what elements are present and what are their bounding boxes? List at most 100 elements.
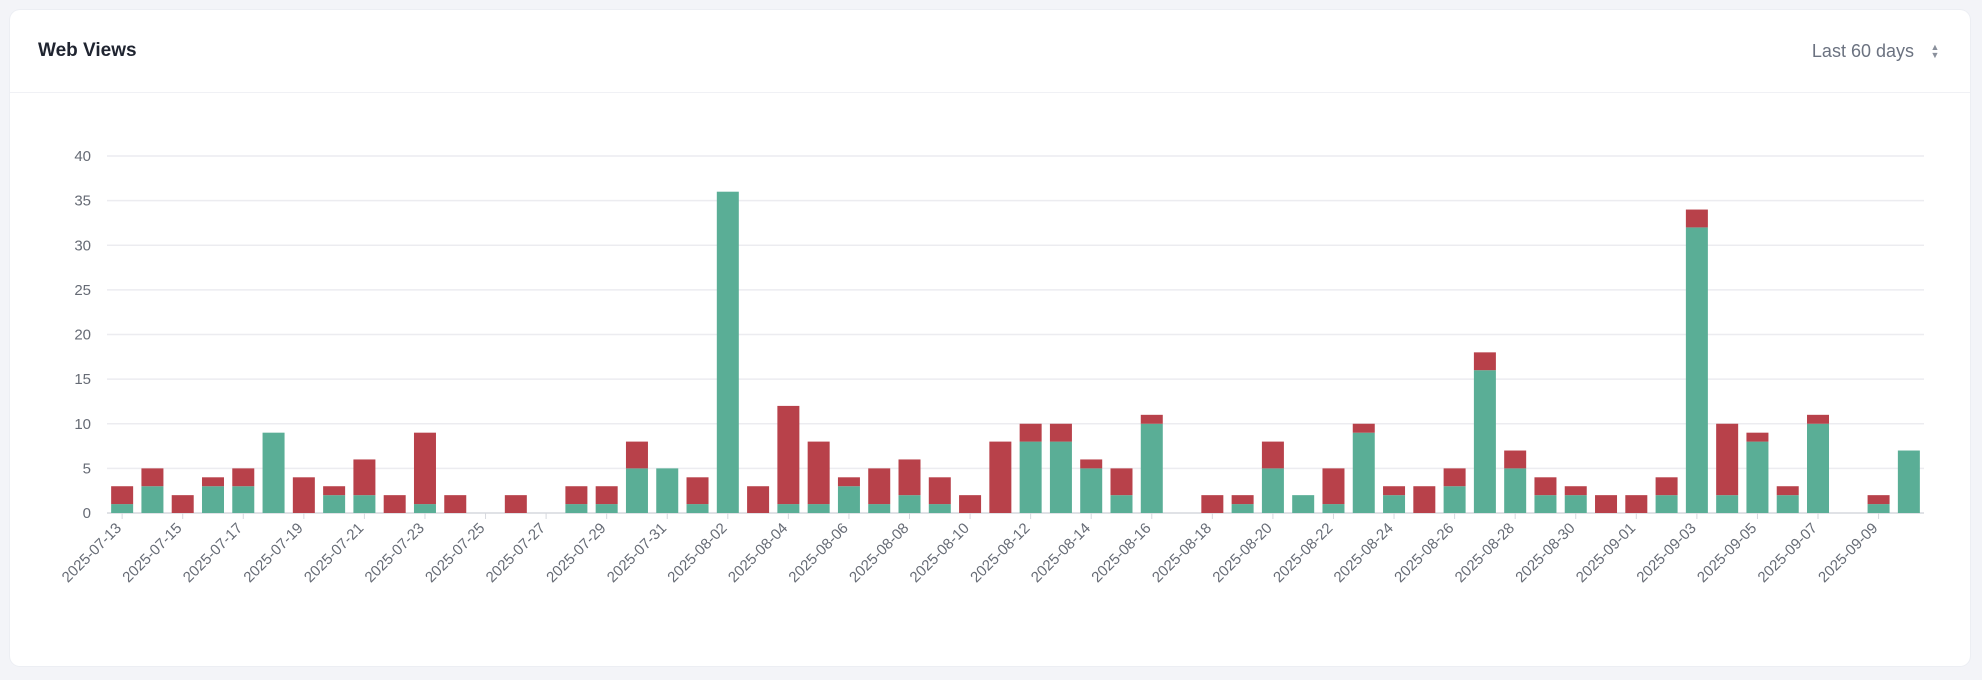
bar-green [1473, 370, 1496, 513]
y-tick-label: 15 [74, 371, 91, 388]
bar-red [565, 486, 588, 505]
bar-green [1564, 495, 1587, 513]
bar-red [1261, 441, 1284, 469]
bar-green [1140, 423, 1163, 513]
bar-red [595, 486, 618, 505]
x-tick-label: 2025-08-28 [1452, 520, 1518, 586]
bar-green [1261, 468, 1284, 513]
bar-green [807, 504, 830, 513]
bar-red [1080, 459, 1103, 469]
x-tick-label: 2025-08-08 [846, 520, 912, 586]
y-tick-label: 25 [74, 282, 91, 299]
bar-green [262, 432, 285, 513]
x-tick-label: 2025-07-15 [119, 520, 185, 586]
bar-green [868, 504, 891, 513]
bar-green [716, 191, 739, 513]
bar-red [323, 486, 346, 496]
bar-red [1110, 468, 1133, 496]
x-tick-label: 2025-08-14 [1028, 520, 1094, 586]
x-tick-label: 2025-07-27 [483, 520, 549, 586]
bar-green [1049, 441, 1072, 513]
x-tick-label: 2025-07-19 [240, 520, 306, 586]
bar-green [1080, 468, 1103, 513]
bar-green [141, 486, 164, 513]
chevron-up-down-icon: ▲ ▼ [1930, 42, 1940, 60]
bar-red [383, 495, 406, 513]
bar-red [111, 486, 134, 505]
bar-green [928, 504, 951, 513]
bar-red [1322, 468, 1345, 505]
bar-green [1383, 495, 1406, 513]
x-tick-label: 2025-07-21 [301, 520, 367, 586]
bar-red [1655, 477, 1678, 496]
bar-red [141, 468, 164, 487]
bar-red [1807, 414, 1830, 424]
bar-red [413, 432, 436, 505]
bar-red [201, 477, 224, 487]
bar-green [111, 504, 134, 513]
bar-red [1140, 414, 1163, 424]
y-tick-label: 30 [74, 237, 91, 254]
x-tick-label: 2025-07-31 [604, 520, 670, 586]
bar-green [413, 504, 436, 513]
bar-green [201, 486, 224, 513]
bar-green [898, 495, 921, 513]
x-tick-label: 2025-09-01 [1573, 520, 1639, 586]
y-tick-label: 10 [74, 416, 91, 433]
bar-red [1473, 352, 1496, 371]
card-header: Web Views Last 60 days ▲ ▼ [10, 10, 1970, 93]
y-tick-label: 35 [74, 193, 91, 210]
bar-red [807, 441, 830, 505]
date-range-select[interactable]: Last 60 days ▲ ▼ [1812, 38, 1940, 64]
bar-red [989, 441, 1012, 513]
y-tick-label: 0 [83, 505, 91, 522]
bar-red [171, 495, 194, 513]
bar-green [353, 495, 376, 513]
x-tick-label: 2025-08-30 [1512, 520, 1578, 586]
bar-green [777, 504, 800, 513]
bar-red [232, 468, 255, 487]
bar-green [1292, 495, 1315, 513]
x-tick-label: 2025-08-26 [1391, 520, 1457, 586]
bar-red [1534, 477, 1557, 496]
bar-red [1352, 423, 1375, 433]
card-title: Web Views [38, 40, 137, 61]
bar-green [1897, 450, 1920, 513]
bar-red [1413, 486, 1436, 513]
x-tick-label: 2025-08-20 [1209, 520, 1275, 586]
bar-green [1867, 504, 1890, 513]
x-tick-label: 2025-08-24 [1331, 520, 1397, 586]
bar-green [1716, 495, 1739, 513]
bar-green [1807, 423, 1830, 513]
bar-red [959, 495, 982, 513]
x-tick-label: 2025-08-04 [725, 520, 791, 586]
bar-red [1504, 450, 1527, 469]
bar-green [595, 504, 618, 513]
bar-green [1443, 486, 1466, 513]
bar-red [1746, 432, 1769, 442]
bar-green [1776, 495, 1799, 513]
web-views-card: Web Views Last 60 days ▲ ▼ [10, 10, 1970, 666]
bar-green [1019, 441, 1042, 513]
bar-red [1201, 495, 1224, 513]
bar-green [565, 504, 588, 513]
bar-red [928, 477, 951, 505]
x-tick-label: 2025-08-02 [664, 520, 730, 586]
bar-red [1383, 486, 1406, 496]
bar-green [1110, 495, 1133, 513]
x-tick-label: 2025-09-05 [1694, 520, 1760, 586]
bar-red [1019, 423, 1042, 442]
bar-green [656, 468, 679, 513]
bar-green [1352, 432, 1375, 513]
bar-red [777, 405, 800, 505]
x-tick-label: 2025-07-23 [362, 520, 428, 586]
x-tick-label: 2025-07-17 [180, 520, 246, 586]
x-tick-label: 2025-08-06 [785, 520, 851, 586]
y-tick-label: 20 [74, 327, 91, 344]
date-range-value: Last 60 days [1811, 40, 1914, 61]
bar-red [1716, 423, 1739, 496]
x-tick-label: 2025-09-03 [1633, 520, 1699, 586]
bar-red [353, 459, 376, 496]
bar-green [323, 495, 346, 513]
